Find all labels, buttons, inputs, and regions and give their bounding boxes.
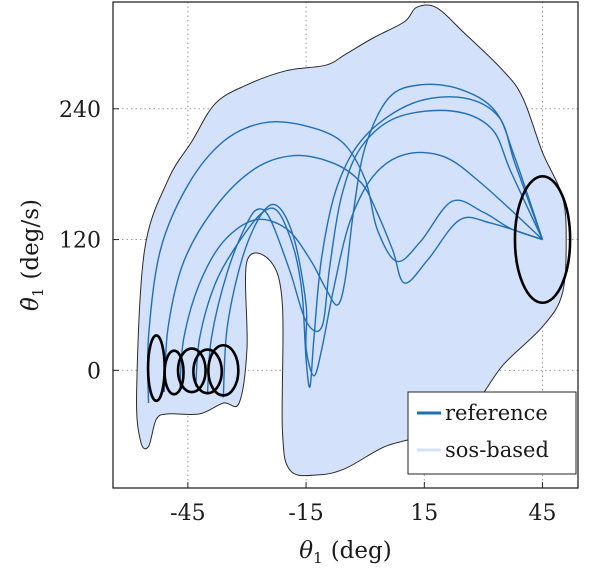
x-tick-label: 15 [410, 501, 438, 526]
legend-label-sos-based: sos-based [445, 438, 549, 462]
initial-ellipse [192, 348, 224, 395]
legend-label-reference: reference [445, 401, 548, 425]
reference-trajectory [146, 120, 543, 404]
ticks: -45 -15 15 45 0 120 240 [59, 98, 557, 526]
x-axis-label: θ1 (deg) [299, 538, 391, 567]
ellipse-layer [146, 175, 572, 403]
reference-trajectory [163, 154, 543, 393]
target-ellipse [513, 175, 572, 305]
reference-trajectory [179, 83, 544, 387]
initial-ellipse [176, 347, 207, 394]
y-tick-label: 120 [59, 229, 101, 254]
sos-region-layer [136, 4, 567, 477]
plot-frame [112, 1, 579, 489]
legend-box [407, 391, 577, 475]
reference-trajectory [222, 151, 543, 398]
x-tick-label: 45 [529, 501, 557, 526]
sos-region [136, 4, 567, 477]
y-tick-label: 0 [87, 359, 101, 384]
x-tick-label: -15 [288, 501, 323, 526]
x-tick-label: -45 [170, 501, 205, 526]
initial-ellipse [207, 343, 240, 397]
y-tick-label: 240 [59, 98, 101, 123]
reference-lines-layer [146, 83, 544, 404]
legend: reference sos-based [407, 391, 577, 475]
initial-ellipse [163, 349, 185, 396]
y-axis-label: θ̇1(deg/s) [18, 199, 47, 311]
reference-trajectory [206, 109, 544, 393]
